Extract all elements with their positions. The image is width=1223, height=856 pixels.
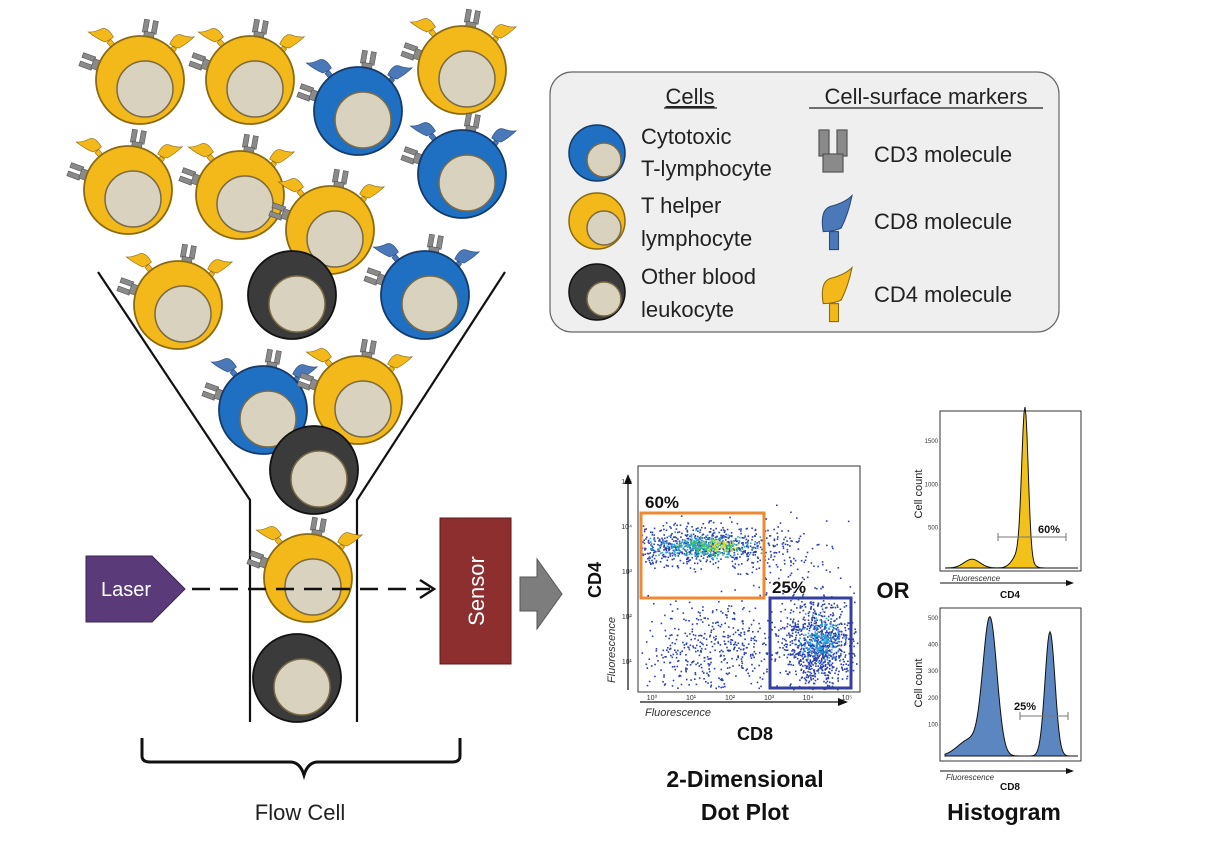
- legend-helper-line1: T helper: [641, 193, 721, 218]
- other-cell: [247, 250, 337, 340]
- helper-cell-icon: [568, 192, 626, 250]
- cell-population: [66, 8, 517, 723]
- helper-cell: [296, 338, 413, 445]
- dot-plot-x-sub: Fluorescence: [645, 707, 711, 719]
- helper-cell: [178, 133, 295, 240]
- legend-cd8-label: CD8 molecule: [874, 209, 1012, 234]
- histogram-cd8-y-label: Cell count: [913, 659, 925, 708]
- funnel: [97, 271, 506, 722]
- laser-beam: [192, 578, 437, 600]
- histogram-cd8-percent: 25%: [1014, 701, 1036, 713]
- legend-cells-header: Cells: [666, 84, 715, 109]
- histogram-y-tick: 300: [928, 669, 939, 675]
- dot-plot-y-sub: Fluorescence: [606, 617, 618, 683]
- histogram-cd8: 25% 500 400 300 200 100 Fluorescence CD8 Cel…: [913, 607, 1082, 793]
- helper-cell: [246, 516, 363, 623]
- cytotoxic-cell: [400, 112, 517, 219]
- other-cell: [252, 633, 342, 723]
- helper-cell: [78, 18, 195, 125]
- dot-plot-caption-line2: Dot Plot: [701, 799, 789, 825]
- helper-cell: [188, 18, 305, 125]
- cytotoxic-cell: [363, 233, 480, 340]
- dot-plot-y-tick: 10⁴: [621, 524, 632, 531]
- cytotoxic-cell-icon: [568, 124, 626, 182]
- dot-plot-x-label: CD8: [737, 724, 773, 744]
- dot-plot-x-tick: 10⁰: [647, 694, 658, 702]
- legend-markers-header: Cell-surface markers: [825, 84, 1028, 109]
- legend-cytotoxic-line2: T-lymphocyte: [641, 156, 772, 181]
- histogram-cd4-percent: 60%: [1038, 524, 1060, 536]
- histogram-cd4: 60% 1500 1000 500 Fluorescence CD4 Cell co…: [913, 407, 1082, 601]
- helper-cell: [66, 128, 183, 235]
- legend-helper-line2: lymphocyte: [641, 226, 752, 251]
- legend-cd3-label: CD3 molecule: [874, 142, 1012, 167]
- legend-other-line2: leukocyte: [641, 297, 734, 322]
- dot-plot-x-tick: 10⁴: [803, 695, 814, 702]
- dot-plot-y-tick: 10¹: [622, 659, 633, 666]
- dot-plot-x-ticks: 10⁰ 10¹ 10² 10³ 10⁴ 10⁵: [647, 694, 853, 702]
- other-leukocyte-icon: [568, 263, 626, 321]
- histogram-cd8-x-label: CD8: [1000, 782, 1020, 793]
- dot-plot-x-tick: 10³: [764, 695, 775, 702]
- dot-plot-y-tick: 10²: [622, 614, 633, 621]
- histogram-y-tick: 500: [928, 616, 939, 622]
- histogram-cd8-x-sub: Fluorescence: [946, 773, 995, 782]
- or-label: OR: [877, 578, 910, 603]
- flow-cell-label: Flow Cell: [255, 800, 345, 825]
- histogram-caption: Histogram: [947, 799, 1061, 825]
- dot-plot-y-label: CD4: [585, 562, 605, 598]
- cd8-gate: [768, 596, 853, 690]
- arrow-to-plot-icon: [519, 557, 563, 631]
- cd4-gate-percent: 60%: [645, 493, 679, 512]
- cd8-gate-percent: 25%: [772, 578, 806, 597]
- laser: Laser: [85, 555, 186, 623]
- legend-other-line1: Other blood: [641, 264, 756, 289]
- histogram-y-tick: 100: [928, 722, 939, 728]
- laser-label: Laser: [101, 579, 151, 601]
- helper-cell: [116, 243, 233, 350]
- cd4-gate: [639, 511, 766, 600]
- histogram-cd4-curve: [945, 407, 1078, 569]
- dot-plot-caption-line1: 2-Dimensional: [666, 766, 823, 792]
- legend-cd4-label: CD4 molecule: [874, 282, 1012, 307]
- histogram-y-tick: 1000: [925, 482, 939, 488]
- histogram-cd8-curve: [944, 615, 1078, 757]
- cytotoxic-cell: [296, 49, 413, 156]
- dot-plot-x-tick: 10¹: [686, 695, 697, 702]
- histogram-y-tick: 500: [928, 526, 939, 532]
- dot-plot-x-tick: 10²: [725, 695, 736, 702]
- dot-plot-x-tick: 10⁵: [842, 695, 853, 702]
- dot-plot-events: [641, 504, 859, 691]
- histogram-cd4-x-sub: Fluorescence: [952, 574, 1001, 583]
- sensor: Sensor: [439, 517, 512, 665]
- histogram-cd4-x-label: CD4: [1000, 590, 1020, 601]
- sensor-label: Sensor: [464, 556, 489, 626]
- cytotoxic-cell: [201, 348, 318, 455]
- dot-plot-y-tick: 10³: [622, 569, 633, 576]
- flow-cell-brace: [140, 738, 462, 781]
- legend-cytotoxic-line1: Cytotoxic: [641, 124, 731, 149]
- histogram-cd4-y-label: Cell count: [913, 470, 925, 519]
- histogram-y-tick: 200: [928, 696, 939, 702]
- histogram-y-tick: 1500: [925, 439, 939, 445]
- other-cell: [269, 425, 359, 515]
- histogram-y-tick: 400: [928, 643, 939, 649]
- helper-cell: [400, 8, 517, 115]
- legend-box: Cells Cell-surface markers Cytotoxic T-l…: [549, 71, 1060, 333]
